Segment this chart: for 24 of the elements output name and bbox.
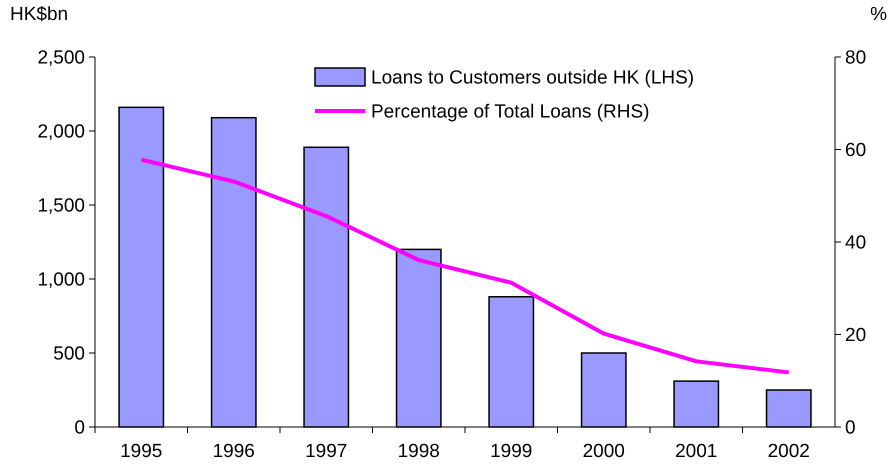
y2-tick-label: 80	[845, 48, 866, 69]
legend-label: Percentage of Total Loans (RHS)	[371, 102, 650, 123]
x-tick-label: 2001	[675, 441, 718, 462]
y-tick-label: 500	[53, 344, 85, 365]
y2-tick-label: 20	[845, 325, 866, 346]
x-tick-label: 1996	[212, 441, 255, 462]
y-tick-label: 2,000	[37, 122, 85, 143]
y2-tick-label: 0	[845, 418, 856, 439]
x-tick-label: 1999	[490, 441, 532, 462]
y2-tick-label: 60	[845, 140, 866, 162]
x-tick-label: 1998	[398, 441, 440, 462]
y2-tick-label: 40	[845, 232, 866, 254]
y-tick-label: 1,000	[37, 270, 85, 291]
y-axis-title: HK$bn	[10, 4, 68, 25]
x-tick-label: 2000	[582, 441, 625, 462]
y-tick-label: 2,500	[37, 48, 85, 69]
x-tick-label: 1997	[305, 441, 348, 462]
y-tick-label: 0	[74, 418, 85, 439]
y-tick-label: 1,500	[37, 196, 85, 217]
x-tick-label: 2002	[768, 441, 810, 462]
x-tick-label: 1995	[120, 441, 162, 462]
line-series	[139, 158, 791, 374]
y2-axis-title: %	[870, 4, 888, 25]
legend-label: Loans to Customers outside HK (LHS)	[371, 68, 694, 89]
